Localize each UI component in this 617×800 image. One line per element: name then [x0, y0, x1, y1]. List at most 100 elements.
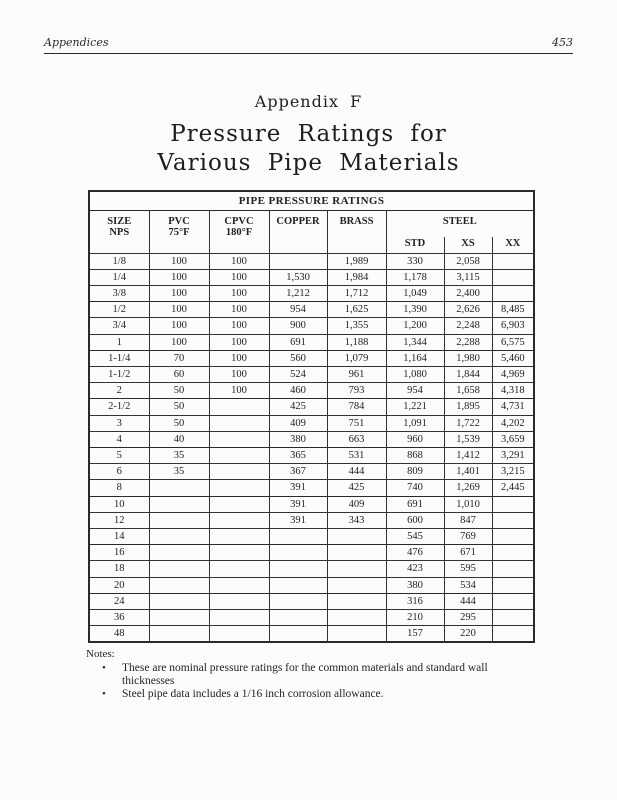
value-cell: 295: [443, 608, 493, 627]
table-row: 5 35 365 531 868 1,412 3,291: [88, 446, 535, 465]
value-cell: 444: [326, 463, 387, 481]
value-cell: [208, 544, 270, 562]
value-cell: [491, 268, 535, 286]
value-cell: [208, 479, 270, 497]
value-cell: 847: [443, 511, 493, 529]
value-cell: 1,178: [385, 268, 445, 286]
value-cell: 3,215: [491, 463, 535, 481]
value-cell: [148, 608, 210, 627]
value-cell: [208, 414, 270, 432]
table-row: 18 423 595: [88, 560, 535, 578]
value-cell: 391: [268, 495, 328, 513]
table-row: 1-1/2 60 100 524 961 1,080 1,844 4,969: [88, 365, 535, 384]
page-title-line1: Pressure Ratings for: [170, 121, 447, 147]
value-cell: 100: [148, 252, 210, 270]
size-cell: 16: [88, 544, 150, 562]
value-cell: [268, 252, 328, 270]
value-cell: 4,969: [491, 365, 535, 384]
size-cell: 8: [88, 479, 150, 497]
table-row: 20 380 534: [88, 576, 535, 594]
value-cell: 425: [326, 479, 387, 497]
table-row: 2 50 100 460 793 954 1,658 4,318: [88, 382, 535, 400]
size-cell: 2-1/2: [88, 398, 150, 416]
value-cell: [491, 527, 535, 546]
value-cell: 954: [268, 301, 328, 319]
table-row: 3 50 409 751 1,091 1,722 4,202: [88, 414, 535, 432]
value-cell: 367: [268, 463, 328, 481]
value-cell: 100: [208, 349, 270, 367]
table-row: 24 316 444: [88, 592, 535, 610]
value-cell: 60: [148, 365, 210, 384]
size-cell: 12: [88, 511, 150, 529]
value-cell: 35: [148, 446, 210, 465]
value-cell: 2,058: [443, 252, 493, 270]
page-title-line2: Various Pipe Materials: [157, 150, 460, 176]
value-cell: 100: [148, 333, 210, 351]
value-cell: [148, 511, 210, 529]
column-header-size: SIZE NPS: [88, 209, 150, 254]
value-cell: 1,844: [443, 365, 493, 384]
column-header-copper: COPPER: [268, 209, 328, 254]
value-cell: 316: [385, 592, 445, 610]
value-cell: 50: [148, 382, 210, 400]
size-cell: 4: [88, 430, 150, 448]
notes-label: Notes:: [86, 648, 115, 660]
table-row: 1/2 100 100 954 1,625 1,390 2,626 8,485: [88, 301, 535, 319]
value-cell: 50: [148, 398, 210, 416]
value-cell: 1,412: [443, 446, 493, 465]
size-cell: 36: [88, 608, 150, 627]
value-cell: 343: [326, 511, 387, 529]
table-row: 3/8 100 100 1,212 1,712 1,049 2,400: [88, 284, 535, 303]
value-cell: [148, 479, 210, 497]
value-cell: 1,049: [385, 284, 445, 303]
running-header-section: Appendices: [44, 36, 109, 49]
column-header-steel-xs: XS: [443, 237, 493, 254]
value-cell: [326, 560, 387, 578]
value-cell: 1,390: [385, 301, 445, 319]
table-row: 1/4 100 100 1,530 1,984 1,178 3,115: [88, 268, 535, 286]
note-text: Steel pipe data includes a 1/16 inch cor…: [122, 688, 384, 700]
size-cell: 20: [88, 576, 150, 594]
value-cell: [208, 625, 270, 643]
value-cell: [326, 625, 387, 643]
value-cell: 600: [385, 511, 445, 529]
table-row: 48 157 220: [88, 625, 535, 643]
table-title: PIPE PRESSURE RATINGS: [88, 190, 535, 211]
value-cell: [268, 560, 328, 578]
value-cell: 793: [326, 382, 387, 400]
value-cell: [326, 544, 387, 562]
value-cell: 3,115: [443, 268, 493, 286]
value-cell: 769: [443, 527, 493, 546]
value-cell: [148, 544, 210, 562]
value-cell: 380: [385, 576, 445, 594]
value-cell: 365: [268, 446, 328, 465]
size-cell: 3/8: [88, 284, 150, 303]
value-cell: 545: [385, 527, 445, 546]
value-cell: 444: [443, 592, 493, 610]
value-cell: 220: [443, 625, 493, 643]
value-cell: 1,269: [443, 479, 493, 497]
value-cell: 1,164: [385, 349, 445, 367]
value-cell: [491, 511, 535, 529]
value-cell: [148, 560, 210, 578]
value-cell: 425: [268, 398, 328, 416]
column-header-pvc: PVC 75°F: [148, 209, 210, 254]
value-cell: [491, 592, 535, 610]
value-cell: 100: [208, 252, 270, 270]
header-rule: [44, 53, 573, 54]
table-body: 1/8 100 100 1,989 330 2,058 1/4 100 100 1,530 1,98…: [88, 252, 535, 643]
column-header-steel-xx: XX: [491, 237, 535, 254]
value-cell: [491, 495, 535, 513]
table-row: 2-1/2 50 425 784 1,221 1,895 4,731: [88, 398, 535, 416]
value-cell: 595: [443, 560, 493, 578]
value-cell: 534: [443, 576, 493, 594]
value-cell: [268, 544, 328, 562]
value-cell: [208, 608, 270, 627]
value-cell: 50: [148, 414, 210, 432]
value-cell: 3,291: [491, 446, 535, 465]
value-cell: [491, 560, 535, 578]
page-number: 453: [552, 36, 573, 49]
table-row: 1 100 100 691 1,188 1,344 2,288 6,575: [88, 333, 535, 351]
size-cell: 6: [88, 463, 150, 481]
value-cell: 100: [148, 268, 210, 286]
